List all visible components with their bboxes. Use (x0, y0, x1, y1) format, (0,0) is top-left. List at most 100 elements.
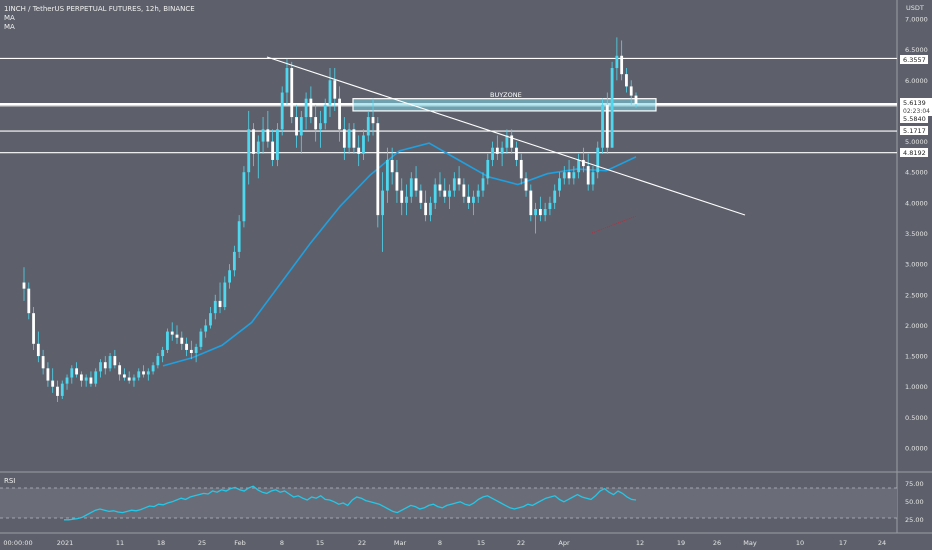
candle (280, 86, 284, 136)
indicator-ma-2[interactable]: MA (4, 23, 15, 31)
candle (180, 331, 184, 350)
candle (276, 123, 279, 167)
price-tick-label: 2.0000 (905, 322, 928, 330)
candle (247, 110, 251, 185)
last-price-label: 5.6139 02:23:04 (900, 98, 932, 116)
candle (94, 368, 98, 387)
candle (75, 362, 78, 378)
price-tick-label: 6.0000 (905, 77, 928, 85)
candle (108, 353, 112, 372)
level-label-5-5840: 5.5840 (900, 114, 928, 123)
candle (323, 98, 327, 130)
time-tick-label: 15 (316, 539, 324, 547)
candle (424, 190, 428, 222)
trend-line[interactable] (266, 56, 746, 216)
candle (352, 123, 356, 154)
candle (46, 362, 50, 387)
time-tick-label: 00:00:00 (3, 539, 32, 547)
price-tick-label: 4.0000 (905, 199, 928, 207)
time-axis-ticks: 00:00:00 2021 11 18 25 Feb 8 15 22 Mar 8 15 22 Apr 12 1… (3, 539, 886, 547)
price-tick-label: 6.5000 (905, 46, 928, 54)
candle (213, 294, 217, 320)
rsi-tick-label: 75.00 (905, 480, 924, 488)
candle (204, 319, 208, 338)
candle (591, 166, 595, 191)
candle (438, 172, 442, 197)
candle (252, 123, 255, 167)
candle (457, 166, 461, 191)
candle (620, 40, 624, 81)
candle (113, 349, 117, 369)
candle (448, 184, 451, 209)
candle (605, 92, 609, 154)
candle (103, 356, 107, 375)
level-label-4-8192: 4.8192 (900, 148, 928, 157)
candle (194, 343, 198, 363)
candle (586, 153, 590, 191)
candle (500, 141, 504, 167)
candle (290, 61, 294, 124)
candle (538, 196, 542, 222)
candle (510, 129, 514, 154)
candle (371, 98, 375, 136)
candle (266, 110, 270, 148)
candle (304, 92, 308, 130)
candle (395, 159, 399, 203)
candle (515, 141, 518, 167)
rsi-label[interactable]: RSI (4, 477, 15, 485)
rsi-line (64, 485, 637, 521)
candle (476, 184, 480, 203)
candle (123, 368, 126, 381)
time-tick-label: 22 (358, 539, 366, 547)
price-tick-label: 1.5000 (905, 353, 928, 361)
candle (299, 110, 303, 154)
svg-text:6.3557: 6.3557 (903, 56, 926, 64)
price-tick-label: 5.0000 (905, 138, 928, 146)
time-tick-label: 22 (517, 539, 525, 547)
candle (285, 58, 289, 105)
candle (385, 147, 389, 203)
candle (495, 135, 499, 160)
candle (610, 61, 614, 148)
candle (170, 322, 174, 341)
time-tick-label: 19 (677, 539, 685, 547)
candle (209, 307, 212, 329)
candle (79, 371, 83, 387)
candle (601, 98, 604, 154)
candle (232, 245, 236, 277)
candle (261, 117, 265, 154)
candle (577, 153, 581, 179)
candle (309, 86, 313, 124)
candle (472, 190, 475, 216)
candle (242, 166, 246, 228)
indicator-ma-1[interactable]: MA (4, 14, 15, 22)
candle (228, 264, 231, 289)
candle (342, 117, 346, 160)
time-tick-label: 15 (477, 539, 485, 547)
rsi-axis-ticks: 75.00 50.00 25.00 (905, 480, 924, 524)
candle (409, 172, 413, 203)
candle (562, 166, 566, 185)
candle (486, 153, 490, 185)
price-axis-unit: USDT (906, 4, 924, 12)
time-tick-label: 8 (280, 539, 284, 547)
time-tick-label: Mar (394, 539, 407, 547)
candle (328, 68, 332, 118)
rsi-tick-label: 25.00 (905, 516, 924, 524)
candle (118, 362, 122, 381)
candle (319, 110, 322, 148)
svg-text:5.1717: 5.1717 (903, 127, 926, 135)
candle (529, 184, 533, 222)
time-tick-label: 24 (878, 539, 886, 547)
candle (314, 104, 318, 142)
candle (70, 365, 74, 384)
price-tick-label: 4.5000 (905, 169, 928, 177)
candle (223, 276, 227, 311)
candle (505, 129, 509, 154)
price-tick-label: 0.0000 (905, 445, 928, 453)
buyzone-rectangle[interactable] (352, 98, 657, 112)
level-label-6-3557: 6.3557 (900, 55, 928, 64)
candle (543, 202, 547, 222)
time-tick-label: 17 (839, 539, 847, 547)
